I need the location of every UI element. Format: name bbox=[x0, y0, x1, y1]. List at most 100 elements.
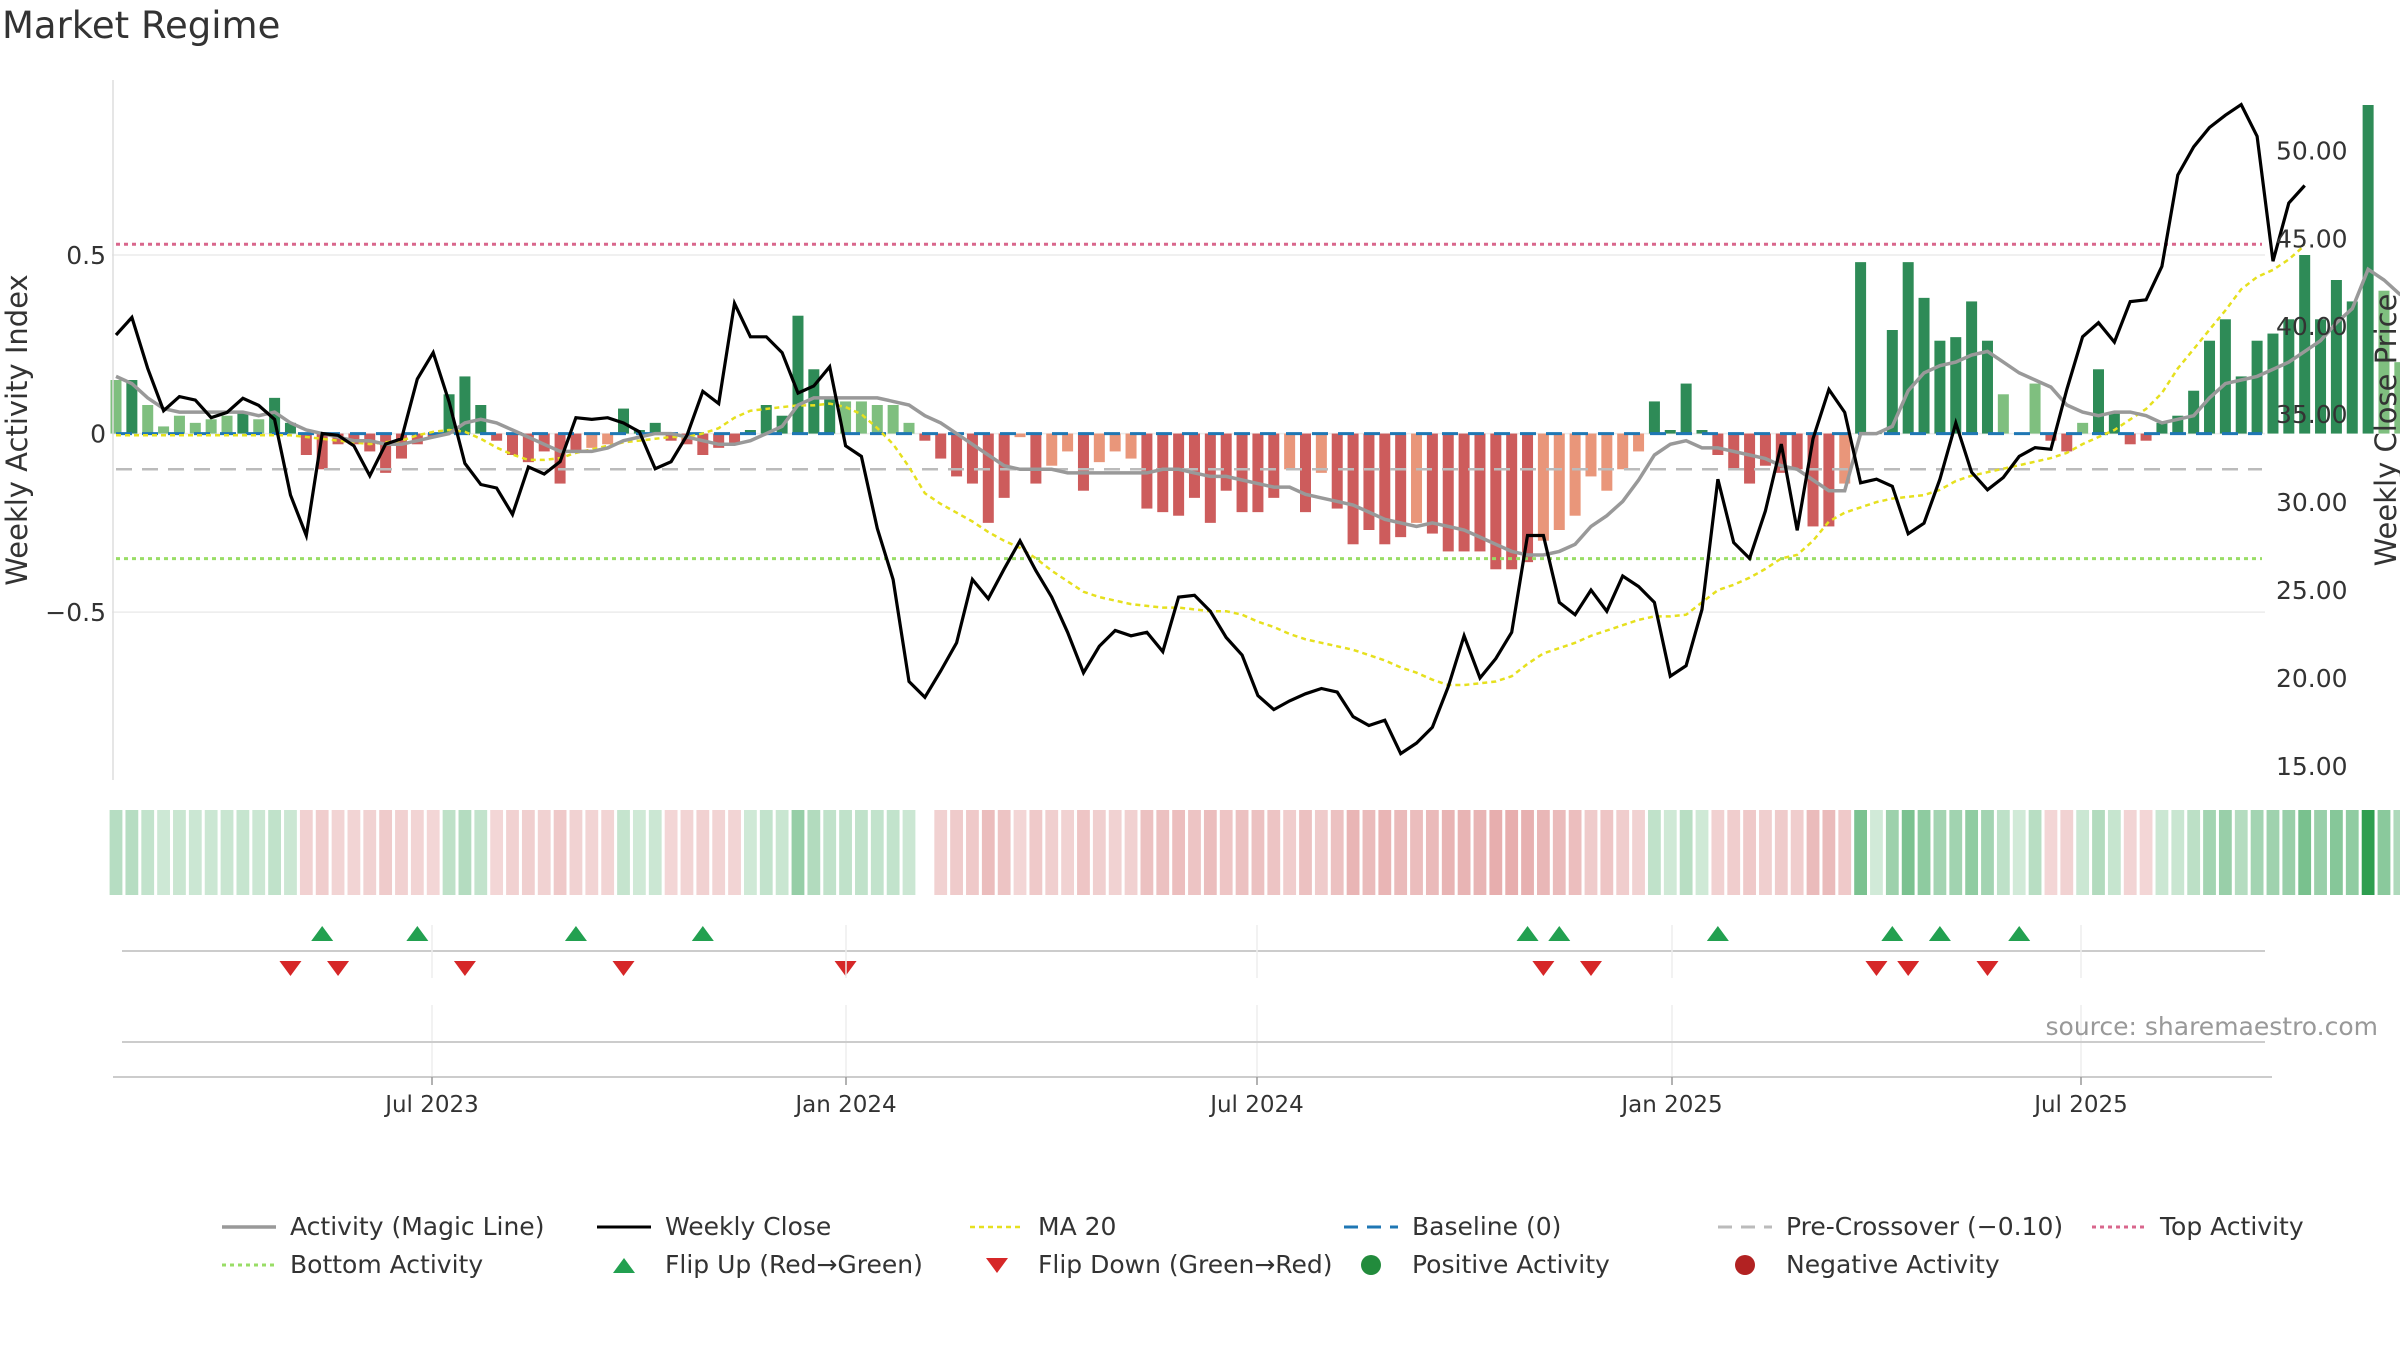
regime-cell bbox=[997, 810, 1011, 895]
activity-bar bbox=[1426, 433, 1438, 534]
activity-bar bbox=[2330, 280, 2342, 434]
regime-cell bbox=[902, 810, 916, 895]
regime-cell bbox=[2218, 810, 2232, 895]
regime-cell bbox=[157, 810, 170, 895]
regime-cell bbox=[839, 810, 852, 895]
activity-bar bbox=[1680, 383, 1692, 434]
regime-cell bbox=[728, 810, 741, 895]
activity-bar bbox=[126, 380, 138, 434]
activity-bar bbox=[1014, 433, 1026, 438]
regime-cell bbox=[664, 810, 678, 895]
activity-bar bbox=[2219, 319, 2231, 434]
regime-cell bbox=[2330, 810, 2343, 895]
activity-bar bbox=[919, 433, 931, 441]
regime-cell bbox=[1711, 810, 1725, 895]
regime-cell bbox=[775, 810, 789, 895]
regime-cell bbox=[1616, 810, 1630, 895]
activity-bar bbox=[2172, 415, 2184, 434]
y-axis-label: Weekly Activity Index bbox=[0, 274, 34, 585]
activity-bar bbox=[2378, 290, 2390, 434]
source-note: source: sharemaestro.com bbox=[2045, 1012, 2379, 1041]
legend-swatch-neg bbox=[1735, 1254, 1755, 1275]
y-tick-label: 0.5 bbox=[66, 241, 106, 270]
regime-cell bbox=[1172, 810, 1186, 895]
activity-bar bbox=[2124, 433, 2136, 445]
flip-markers bbox=[122, 926, 2265, 976]
flip-up-marker bbox=[311, 926, 334, 941]
legend-swatch-ma bbox=[970, 1225, 1024, 1228]
y2-tick-label: 20.00 bbox=[2276, 664, 2348, 693]
activity-bar bbox=[2394, 362, 2400, 434]
regime-cell bbox=[2282, 810, 2296, 895]
activity-bar bbox=[586, 433, 598, 448]
activity-bar bbox=[221, 415, 233, 434]
activity-bar bbox=[364, 433, 376, 452]
activity-bar bbox=[300, 433, 312, 455]
activity-bar bbox=[1268, 433, 1280, 498]
activity-bar bbox=[1966, 301, 1978, 434]
regime-cell bbox=[1885, 810, 1899, 895]
activity-bar bbox=[935, 433, 947, 459]
regime-cell bbox=[966, 810, 979, 895]
activity-bar bbox=[1537, 433, 1549, 541]
activity-bar bbox=[1236, 433, 1248, 513]
regime-cell bbox=[1441, 810, 1455, 895]
activity-bar bbox=[2283, 319, 2295, 434]
y2-tick-label: 25.00 bbox=[2276, 576, 2348, 605]
activity-bar bbox=[1173, 433, 1185, 516]
regime-cell bbox=[855, 810, 868, 895]
regime-cell bbox=[1743, 810, 1756, 895]
activity-bar bbox=[189, 422, 201, 434]
regime-cell bbox=[1648, 810, 1661, 895]
regime-cell bbox=[1219, 810, 1233, 895]
activity-bar bbox=[1204, 433, 1216, 523]
activity-bar bbox=[1712, 433, 1724, 455]
activity-bar bbox=[522, 433, 534, 463]
activity-bar bbox=[618, 408, 630, 434]
regime-cell bbox=[1267, 810, 1281, 895]
legend-label: Flip Down (Green→Red) bbox=[1038, 1250, 1333, 1279]
flip-down-marker bbox=[1976, 961, 1999, 976]
regime-cell bbox=[2234, 810, 2248, 895]
activity-bar bbox=[1395, 433, 1407, 538]
legend-swatch-flip_up bbox=[613, 1257, 635, 1273]
activity-bar bbox=[1442, 433, 1454, 552]
regime-cell bbox=[1378, 810, 1392, 895]
legend-item-neg: Negative Activity bbox=[1716, 1250, 2000, 1279]
activity-bar bbox=[1411, 433, 1423, 523]
legend-item-pos: Positive Activity bbox=[1342, 1250, 1610, 1279]
activity-bar bbox=[1775, 433, 1787, 473]
regime-cell bbox=[109, 810, 123, 895]
regime-cell bbox=[2250, 810, 2264, 895]
activity-bar bbox=[1363, 433, 1375, 530]
activity-bar bbox=[1125, 433, 1137, 459]
regime-cell bbox=[712, 810, 726, 895]
legend-item-close: Weekly Close bbox=[595, 1212, 831, 1241]
regime-cell bbox=[1965, 810, 1979, 895]
regime-cell bbox=[1790, 810, 1804, 895]
regime-strip bbox=[109, 810, 2400, 895]
flip-up-marker bbox=[691, 926, 714, 941]
flip-up-marker bbox=[2008, 926, 2031, 941]
flip-up-marker bbox=[406, 926, 429, 941]
regime-cell bbox=[1822, 810, 1836, 895]
activity-bar bbox=[649, 422, 661, 434]
regime-cell bbox=[506, 810, 519, 895]
regime-cell bbox=[315, 810, 329, 895]
flip-down-marker bbox=[1865, 961, 1888, 976]
axes: 0.5 0 −0.5 50.00 45.00 40.00 35.00 30.00 25.00 20… bbox=[0, 80, 2400, 781]
regime-cell bbox=[585, 810, 599, 895]
legend-swatch-magic bbox=[222, 1224, 276, 1229]
activity-bar bbox=[332, 433, 344, 445]
activity-bar bbox=[1648, 401, 1660, 434]
regime-cell bbox=[950, 810, 963, 895]
activity-bar bbox=[269, 397, 281, 434]
activity-bar bbox=[1030, 433, 1042, 484]
activity-bar bbox=[2077, 422, 2089, 434]
activity-bar bbox=[1252, 433, 1264, 513]
regime-cell bbox=[379, 810, 393, 895]
regime-cell bbox=[1759, 810, 1772, 895]
regime-cell bbox=[870, 810, 884, 895]
regime-cell bbox=[2092, 810, 2105, 895]
regime-cell bbox=[680, 810, 694, 895]
